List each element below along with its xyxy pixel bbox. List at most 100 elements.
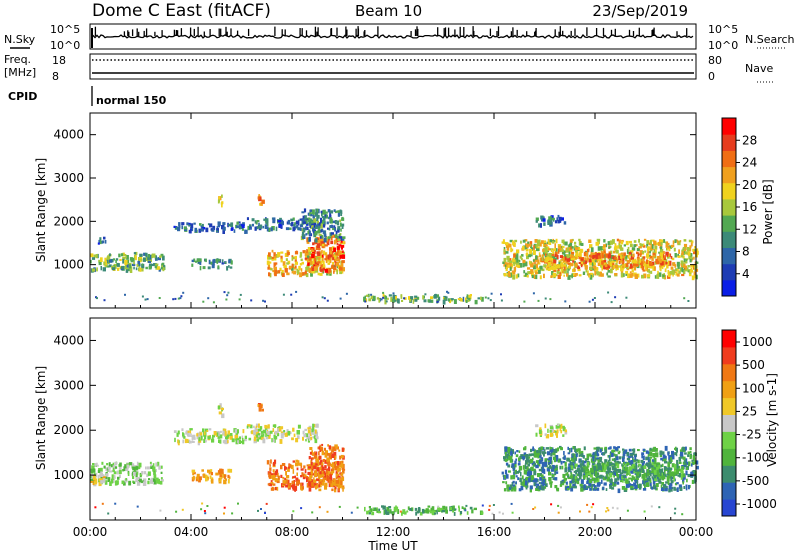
data-cell — [337, 229, 340, 233]
data-cell — [310, 272, 313, 277]
data-cell — [576, 449, 578, 453]
data-cell — [337, 446, 339, 449]
data-cell — [503, 249, 506, 253]
data-cell — [691, 479, 694, 484]
data-cell — [318, 455, 322, 460]
data-cell — [574, 475, 577, 479]
data-cell — [339, 242, 343, 245]
data-cell — [137, 260, 140, 266]
data-cell — [621, 241, 624, 245]
data-cell — [326, 453, 330, 456]
data-cell — [551, 217, 555, 221]
data-cell — [586, 453, 590, 459]
data-cell — [603, 469, 606, 473]
data-cell — [524, 463, 527, 469]
colorbar-swatch — [722, 330, 736, 348]
data-cell — [227, 222, 229, 228]
data-cell — [125, 468, 129, 472]
data-cell — [181, 428, 184, 432]
data-cell — [503, 456, 507, 460]
data-cell — [333, 266, 335, 270]
data-cell — [535, 432, 538, 437]
data-cell — [315, 468, 318, 471]
data-cell — [575, 253, 579, 258]
data-cell — [610, 250, 613, 255]
data-cell — [119, 462, 122, 467]
data-cell — [661, 475, 664, 481]
data-cell — [218, 477, 221, 481]
data-cell — [566, 273, 569, 277]
data-cell — [542, 479, 546, 483]
data-cell — [332, 446, 336, 451]
data-cell — [588, 482, 592, 488]
data-cell — [161, 263, 164, 267]
data-cell — [551, 474, 555, 477]
data-cell — [550, 447, 554, 453]
data-cell — [311, 450, 313, 454]
data-cell — [626, 473, 628, 477]
data-cell — [241, 435, 244, 439]
data-cell — [693, 271, 696, 276]
data-cell — [153, 263, 155, 266]
data-cell — [502, 512, 504, 515]
data-cell — [555, 425, 559, 429]
data-cell — [581, 460, 584, 464]
data-cell — [633, 244, 637, 248]
data-cell — [295, 483, 299, 486]
data-cell — [280, 432, 284, 436]
data-cell — [312, 247, 316, 250]
data-cell — [310, 214, 313, 217]
colorbar-tick-label: 1000 — [742, 335, 773, 349]
data-cell — [338, 250, 343, 253]
data-cell — [115, 466, 118, 469]
data-cell — [509, 456, 513, 460]
data-cell — [309, 218, 312, 221]
data-cell — [208, 470, 211, 475]
data-cell — [202, 428, 205, 433]
data-cell — [272, 486, 274, 491]
data-cell — [582, 465, 586, 469]
data-cell — [567, 452, 571, 455]
data-cell — [134, 470, 137, 473]
data-cell — [328, 466, 331, 472]
data-cell — [311, 222, 315, 226]
data-cell — [606, 473, 609, 477]
data-cell — [306, 255, 310, 261]
data-cell — [228, 476, 231, 479]
data-cell — [687, 265, 690, 268]
data-cell — [369, 512, 371, 515]
data-cell — [593, 297, 596, 299]
data-cell — [187, 430, 190, 433]
data-cell — [160, 465, 163, 469]
data-cell — [453, 511, 456, 516]
nave-tick-top: 80 — [708, 54, 722, 67]
data-cell — [572, 453, 576, 459]
data-cell — [630, 460, 634, 465]
data-cell — [606, 461, 609, 467]
data-cell — [564, 300, 567, 303]
data-cell — [574, 245, 577, 249]
data-cell — [335, 465, 339, 470]
data-cell — [220, 468, 224, 474]
data-cell — [299, 218, 302, 221]
data-cell — [325, 211, 328, 214]
data-cell — [329, 247, 332, 251]
data-cell — [131, 263, 136, 266]
data-cell — [607, 264, 611, 269]
data-cell — [533, 482, 537, 487]
power-data-cells — [90, 194, 699, 305]
data-cell — [287, 483, 290, 486]
data-cell — [506, 273, 508, 276]
data-cell — [342, 240, 345, 245]
data-cell — [333, 461, 336, 464]
data-cell — [333, 478, 336, 482]
data-cell — [309, 236, 311, 242]
data-cell — [544, 433, 547, 436]
data-cell — [138, 476, 141, 481]
data-cell — [643, 243, 645, 246]
data-cell — [314, 230, 318, 236]
data-cell — [320, 236, 322, 239]
data-cell — [657, 241, 661, 246]
data-cell — [260, 202, 263, 206]
data-cell — [583, 475, 586, 480]
